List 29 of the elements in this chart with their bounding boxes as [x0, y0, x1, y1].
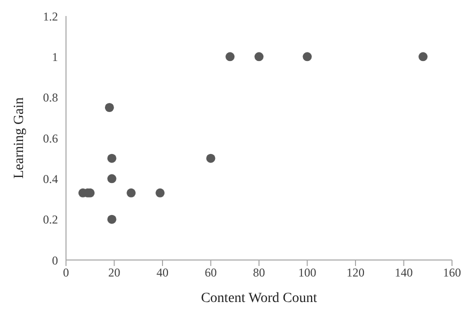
point	[156, 188, 165, 198]
point	[107, 174, 116, 184]
point	[254, 52, 264, 62]
x-tick-label: 20	[108, 266, 120, 280]
point	[418, 52, 428, 62]
point	[302, 52, 312, 62]
x-tick-label: 80	[253, 266, 265, 280]
point	[107, 214, 116, 224]
y-tick-label: 0.6	[43, 131, 58, 146]
x-tick-label: 140	[394, 266, 413, 280]
x-tick-label: 0	[63, 266, 69, 280]
y-tick-label: 0.4	[43, 172, 58, 186]
point	[107, 154, 116, 163]
x-tick-label: 120	[346, 266, 364, 280]
y-tick-label: 1	[52, 50, 58, 64]
y-tick-label: 0.8	[43, 90, 58, 105]
point	[226, 52, 235, 62]
y-tick-label: 0	[52, 253, 58, 268]
x-tick-label: 100	[298, 266, 316, 280]
x-tick-label: 40	[156, 266, 168, 280]
y-axis-title: Learning Gain	[12, 97, 27, 179]
point	[206, 154, 216, 163]
x-tick-label: 60	[204, 266, 217, 280]
point	[104, 102, 114, 112]
y-tick-label: 0.2	[43, 212, 58, 227]
x-axis-title: Content Word Count	[200, 291, 318, 306]
point	[126, 188, 136, 198]
y-tick-label: 1.2	[43, 9, 58, 24]
x-tick-label: 160	[443, 266, 461, 280]
